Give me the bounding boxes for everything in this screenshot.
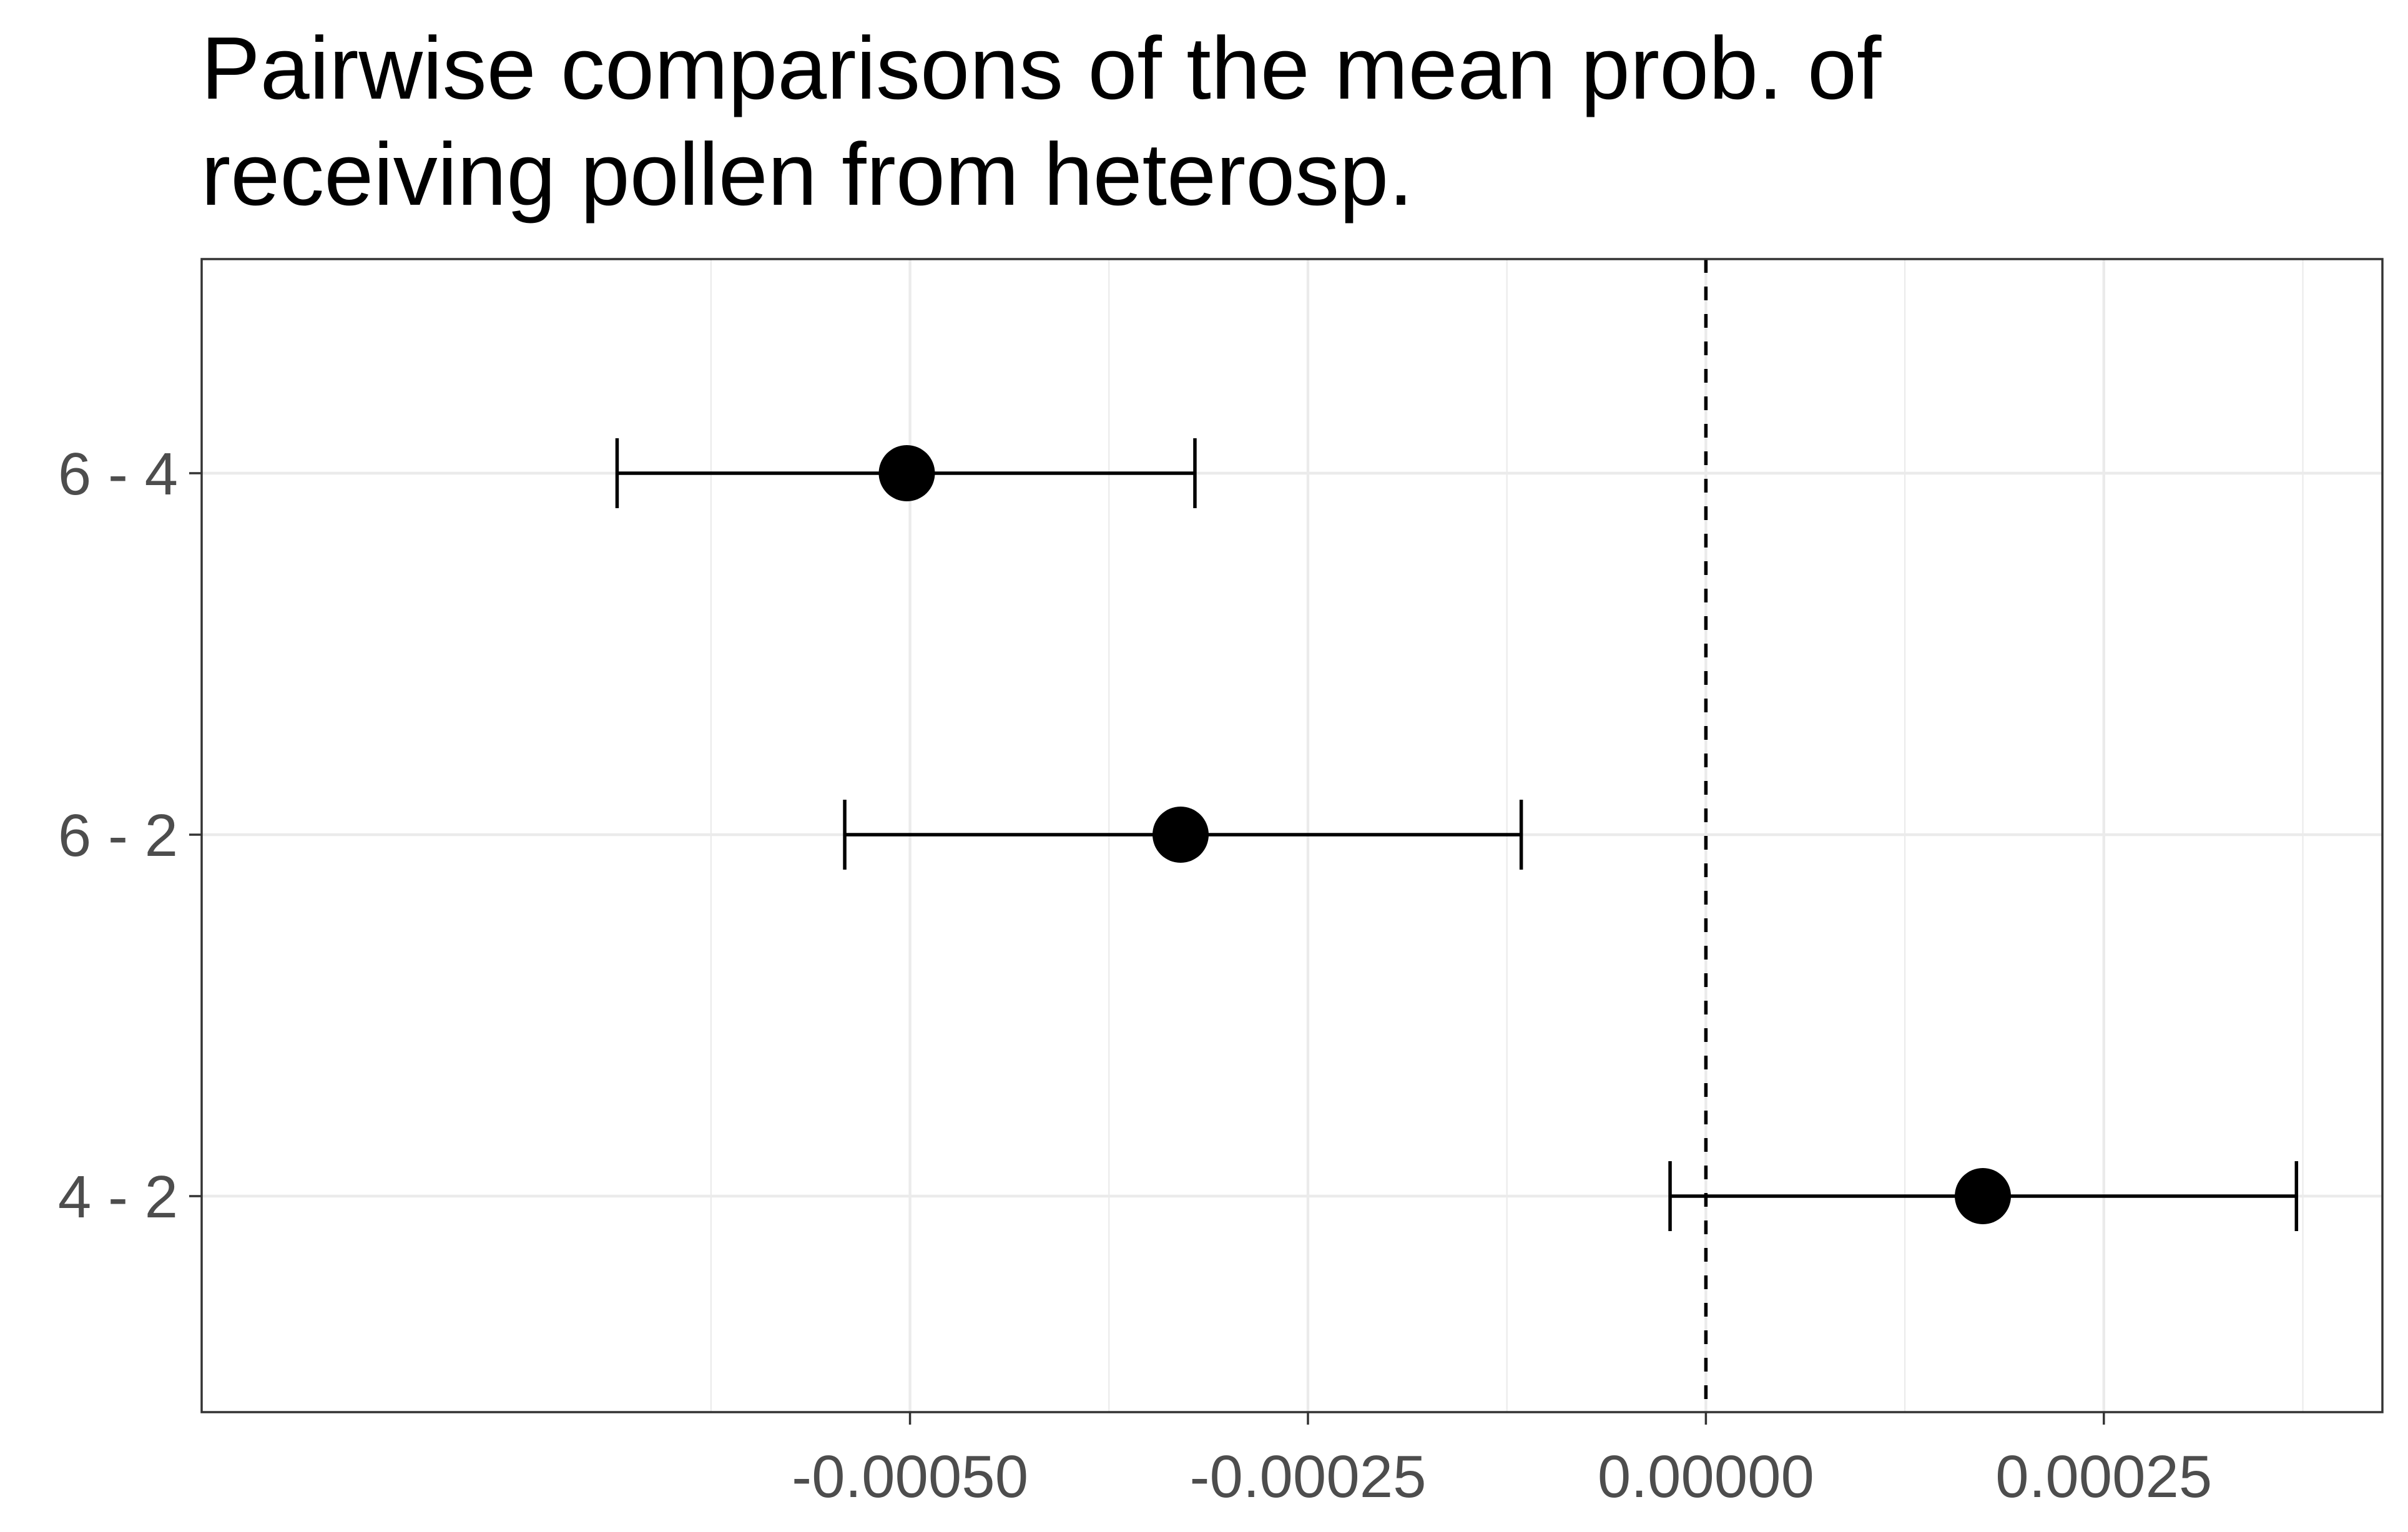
- chart-title-line-2: receiving pollen from heterosp.: [201, 125, 1413, 224]
- data-layer: [615, 438, 2299, 1231]
- chart-title-line-1: Pairwise comparisons of the mean prob. o…: [201, 19, 1882, 118]
- y-axis-tick-label: 6 - 2: [58, 802, 178, 869]
- y-axis-tick-label: 6 - 4: [58, 441, 178, 508]
- x-axis-tick-label: -0.00025: [1190, 1443, 1427, 1510]
- x-axis-tick-label: 0.00025: [1995, 1443, 2212, 1510]
- estimate-point: [1955, 1168, 2012, 1224]
- axis-layer: -0.00050 -0.00025 0.00000 0.00025 6 - 4 6 - 2…: [58, 441, 2212, 1510]
- x-axis-tick-label: -0.00050: [792, 1443, 1028, 1510]
- estimate-point: [878, 445, 935, 501]
- x-axis-tick-label: 0.00000: [1598, 1443, 1814, 1510]
- estimate-point: [1152, 807, 1209, 863]
- y-axis-tick-label: 4 - 2: [58, 1164, 178, 1230]
